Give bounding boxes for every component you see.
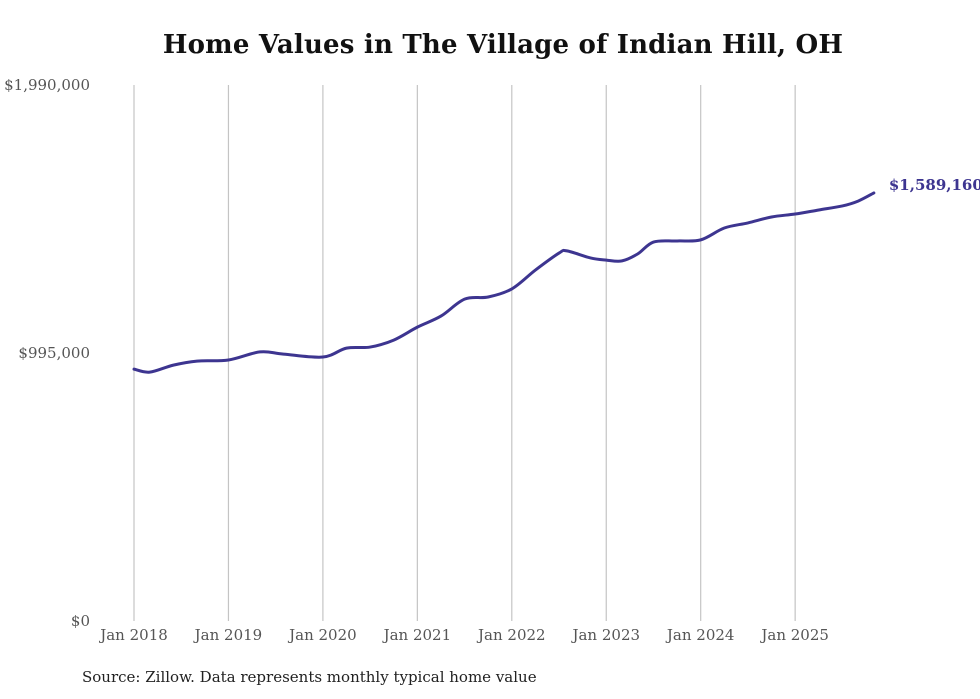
x-tick-label: Jan 2019 [193,626,263,644]
x-tick-label: Jan 2021 [382,626,452,644]
x-tick-label: Jan 2025 [759,626,829,644]
y-tick-label: $0 [71,612,90,630]
vertical-gridlines [133,85,796,621]
chart-title: Home Values in The Village of Indian Hil… [162,30,844,60]
x-tick-label: Jan 2024 [665,626,735,644]
series-group [132,191,876,374]
source-note: Source: Zillow. Data represents monthly … [82,668,537,686]
x-tick-label: Jan 2023 [570,626,640,644]
y-axis-ticks: $0 $995,000 $1,990,000 [4,76,90,630]
x-tick-label: Jan 2022 [476,626,546,644]
series-line-0 [132,191,876,374]
x-axis-ticks: Jan 2018 Jan 2019 Jan 2020 Jan 2021 Jan 2022… [98,626,829,644]
x-tick-label: Jan 2020 [287,626,357,644]
end-value-label: $1,589,160 [889,176,980,194]
y-tick-label: $995,000 [18,344,90,362]
x-tick-label: Jan 2018 [98,626,168,644]
y-tick-label: $1,990,000 [4,76,90,94]
